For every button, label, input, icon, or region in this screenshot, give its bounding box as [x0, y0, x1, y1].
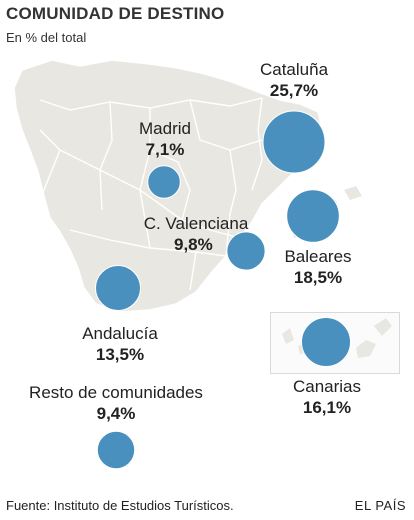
- label-valenciana: C. Valenciana 9,8%: [128, 213, 264, 255]
- bubble-andalucia: [95, 265, 141, 311]
- label-cataluna-name: Cataluña: [259, 60, 329, 79]
- label-canarias-name: Canarias: [292, 377, 362, 396]
- label-canarias: Canarias 16,1%: [280, 376, 374, 418]
- label-valenciana-value: 9,8%: [174, 235, 213, 254]
- footer-source: Fuente: Instituto de Estudios Turísticos…: [6, 498, 234, 513]
- label-resto-value: 9,4%: [96, 404, 136, 423]
- label-madrid-value: 7,1%: [145, 140, 185, 159]
- label-madrid-name: Madrid: [139, 119, 191, 138]
- map-subtitle: En % del total: [6, 30, 87, 45]
- label-cataluna-value: 25,7%: [269, 81, 319, 100]
- bubble-valenciana: [226, 231, 266, 271]
- label-baleares-name: Baleares: [284, 247, 352, 266]
- label-andalucia-name: Andalucía: [82, 324, 158, 343]
- footer-brand: EL PAÍS: [354, 498, 406, 513]
- region-borders: [39, 97, 263, 291]
- bubble-baleares: [286, 189, 340, 243]
- bubble-cataluna: [262, 110, 326, 174]
- bubble-canarias: [301, 317, 351, 367]
- label-andalucia-value: 13,5%: [95, 345, 145, 364]
- label-andalucia: Andalucía 13,5%: [66, 323, 174, 365]
- bubble-resto: [96, 430, 136, 470]
- label-resto-name: Resto de comunidades: [29, 383, 203, 402]
- bubble-madrid: [147, 165, 181, 199]
- label-madrid: Madrid 7,1%: [124, 118, 206, 160]
- label-resto: Resto de comunidades 9,4%: [6, 382, 226, 424]
- map-title: COMUNIDAD DE DESTINO: [6, 4, 225, 23]
- label-cataluna: Cataluña 25,7%: [246, 59, 342, 101]
- label-baleares: Baleares 18,5%: [270, 246, 366, 288]
- bubbles-layer: [95, 110, 351, 470]
- label-baleares-value: 18,5%: [293, 268, 343, 287]
- label-canarias-value: 16,1%: [302, 398, 352, 417]
- label-valenciana-name: C. Valenciana: [143, 214, 249, 233]
